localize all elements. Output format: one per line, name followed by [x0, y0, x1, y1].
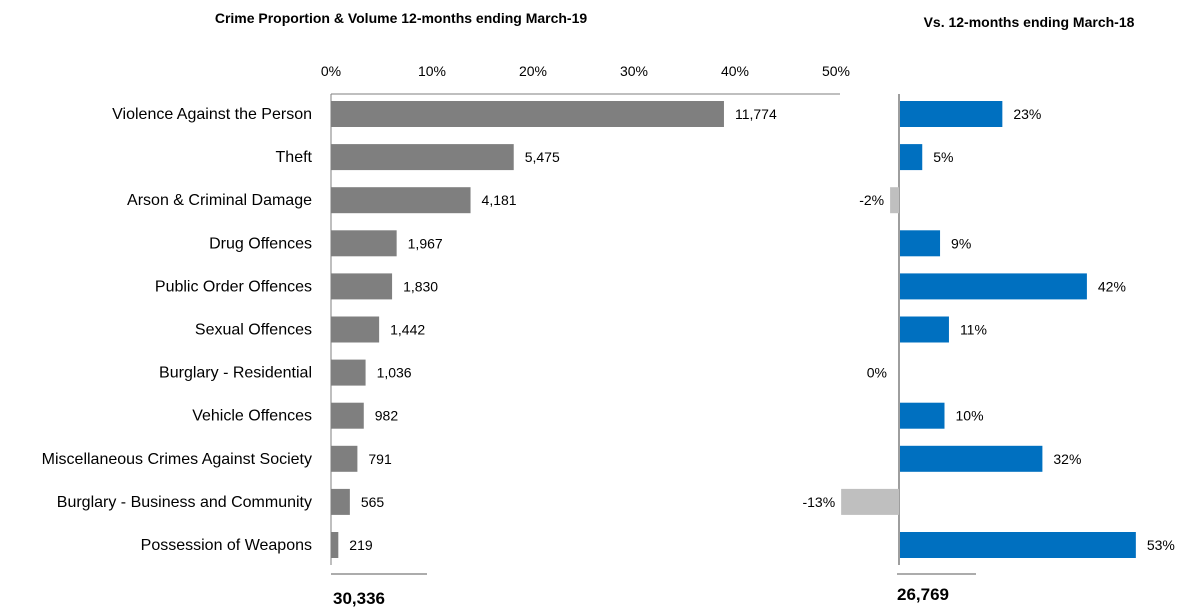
right-bar-value-label: 23% — [1013, 106, 1041, 122]
right-bar-value-label: 42% — [1098, 278, 1126, 294]
left-bar — [331, 445, 358, 472]
category-label: Burglary - Residential — [159, 365, 312, 382]
right-chart-title: Vs. 12-months ending March-18 — [924, 14, 1135, 30]
category-label: Miscellaneous Crimes Against Society — [42, 451, 312, 468]
category-labels: Violence Against the Person Theft Arson & … — [42, 106, 313, 554]
right-bar-value-label: 11% — [960, 322, 987, 338]
left-bar-value-label: 1,442 — [390, 322, 425, 338]
right-bar — [900, 273, 1087, 300]
category-label: Vehicle Offences — [192, 408, 312, 425]
left-bar-value-label: 982 — [375, 408, 399, 424]
right-bars: 23% 5% -2% 9% 42% 11% 0% 10% 32% -13% 53% — [802, 94, 1175, 565]
left-x-tick-label: 50% — [822, 63, 850, 79]
left-x-tick-label: 40% — [721, 63, 749, 79]
left-bar — [331, 144, 514, 171]
left-bar — [331, 187, 471, 214]
left-bar — [331, 402, 364, 429]
right-bar — [900, 445, 1043, 472]
left-x-tick-label: 0% — [321, 63, 341, 79]
left-x-tick-label: 30% — [620, 63, 648, 79]
category-label: Drug Offences — [209, 235, 312, 252]
left-bar — [331, 273, 393, 300]
category-label: Burglary - Business and Community — [57, 494, 312, 511]
right-bar — [900, 101, 1003, 127]
category-label: Sexual Offences — [195, 322, 312, 339]
left-bars: 11,774 5,475 4,181 1,967 1,830 1,442 1,036 982 7… — [331, 101, 777, 558]
category-label: Violence Against the Person — [112, 106, 312, 123]
left-chart-title: Crime Proportion & Volume 12-months endi… — [215, 10, 588, 26]
left-bar-value-label: 1,967 — [408, 235, 443, 251]
left-bar-value-label: 219 — [349, 537, 373, 553]
right-bar — [900, 402, 945, 429]
right-bar-value-label: 9% — [951, 235, 971, 251]
left-bar-value-label: 11,774 — [735, 106, 777, 122]
left-bar — [331, 488, 350, 515]
right-bar-value-label: 0% — [867, 365, 887, 381]
category-label: Possession of Weapons — [141, 537, 312, 554]
category-label: Public Order Offences — [155, 278, 312, 295]
right-bar-value-label: 53% — [1147, 537, 1175, 553]
left-bar — [331, 532, 339, 558]
left-bar-value-label: 5,475 — [525, 149, 560, 165]
left-bar-value-label: 1,036 — [377, 365, 412, 381]
left-bar-value-label: 1,830 — [403, 278, 438, 294]
left-total-label: 30,336 — [333, 589, 385, 607]
left-bar — [331, 101, 724, 127]
left-x-tick-label: 10% — [418, 63, 446, 79]
left-bar-value-label: 565 — [361, 494, 385, 510]
left-bar — [331, 230, 397, 257]
right-bar — [900, 230, 941, 257]
right-bar — [900, 532, 1136, 558]
right-bar — [900, 316, 949, 343]
right-bar-value-label: -2% — [859, 192, 884, 208]
right-bar-value-label: 32% — [1053, 451, 1081, 467]
right-total-label: 26,769 — [897, 585, 949, 604]
left-x-tick-label: 20% — [519, 63, 547, 79]
right-bar-value-label: 5% — [933, 149, 953, 165]
category-label: Arson & Criminal Damage — [127, 192, 312, 209]
left-bar — [331, 316, 380, 343]
left-bar-value-label: 791 — [368, 451, 392, 467]
category-label: Theft — [276, 149, 313, 166]
left-bar-value-label: 4,181 — [482, 192, 517, 208]
right-bar — [841, 488, 899, 515]
right-bar — [900, 144, 923, 171]
left-bar — [331, 359, 366, 386]
right-bar-value-label: -13% — [802, 494, 835, 510]
right-bar-value-label: 10% — [956, 408, 984, 424]
right-bar — [890, 187, 899, 214]
left-x-axis: 0% 10% 20% 30% 40% 50% — [321, 63, 850, 565]
